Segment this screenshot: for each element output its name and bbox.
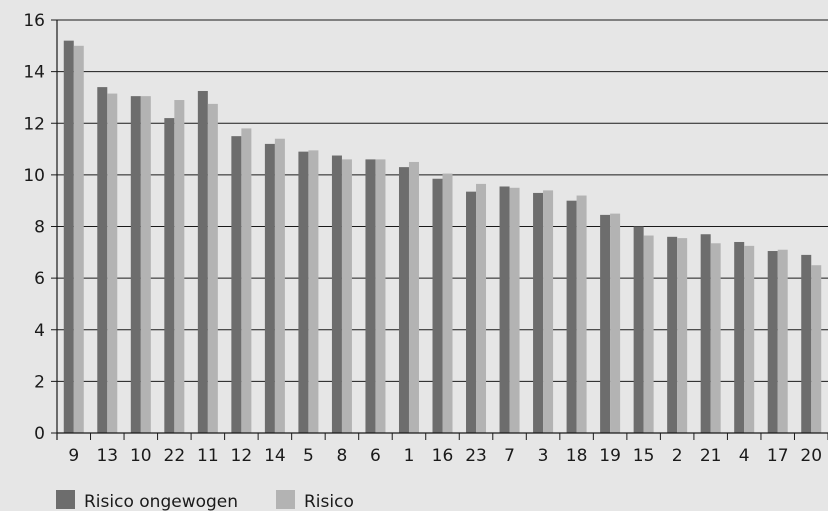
bar-risico-18 — [576, 195, 587, 433]
x-tick-label-7: 7 — [504, 446, 515, 466]
bar-risico-ongewogen-11 — [197, 90, 208, 433]
y-tick-label: 6 — [34, 269, 45, 289]
y-tick-label: 0 — [34, 424, 45, 444]
bar-risico-ongewogen-13 — [97, 87, 108, 434]
x-tick-label-13: 13 — [96, 446, 118, 466]
x-tick-label-8: 8 — [337, 446, 348, 466]
x-tick-label-1: 1 — [404, 446, 415, 466]
x-tick-label-12: 12 — [231, 446, 253, 466]
bar-risico-16 — [442, 173, 453, 433]
legend-swatch-risico — [276, 490, 295, 509]
bar-risico-ongewogen-10 — [130, 96, 141, 433]
bar-risico-20 — [811, 265, 822, 433]
y-tick-label: 8 — [34, 218, 45, 238]
x-tick-label-11: 11 — [197, 446, 219, 466]
bar-risico-10 — [140, 96, 151, 433]
bars — [63, 40, 822, 434]
y-tick-label: 12 — [23, 114, 45, 134]
bar-risico-ongewogen-17 — [767, 251, 778, 433]
bar-risico-ongewogen-16 — [432, 178, 443, 433]
bar-risico-ongewogen-6 — [365, 159, 376, 433]
bar-risico-12 — [241, 128, 252, 433]
bar-risico-22 — [174, 100, 185, 434]
bar-risico-17 — [777, 249, 788, 433]
x-tick-label-6: 6 — [370, 446, 381, 466]
tick-labels: 0 2 4 6 8 10 12 14 16 9 13 10 22 11 12 14 5 8 6 1 16 23 7 3 18 19… — [23, 11, 822, 466]
x-tick-label-14: 14 — [264, 446, 286, 466]
bar-risico-6 — [375, 159, 386, 433]
x-tick-label-10: 10 — [130, 446, 152, 466]
bar-risico-3 — [543, 190, 554, 433]
y-tick-label: 4 — [34, 321, 45, 341]
bar-risico-4 — [744, 245, 755, 433]
bar-risico-ongewogen-20 — [801, 254, 812, 433]
bar-risico-ongewogen-14 — [264, 143, 275, 433]
bar-risico-ongewogen-2 — [667, 236, 678, 433]
bar-risico-ongewogen-18 — [566, 200, 577, 433]
bar-risico-ongewogen-1 — [398, 167, 409, 433]
x-tick-label-2: 2 — [672, 446, 683, 466]
x-tick-label-18: 18 — [566, 446, 588, 466]
x-tick-label-23: 23 — [465, 446, 487, 466]
bar-risico-9 — [73, 45, 84, 433]
axes — [51, 19, 828, 440]
bar-risico-ongewogen-22 — [164, 118, 175, 434]
bar-risico-15 — [643, 235, 654, 433]
bar-risico-11 — [207, 103, 218, 433]
bar-risico-ongewogen-8 — [331, 155, 342, 433]
x-tick-label-9: 9 — [68, 446, 79, 466]
bar-risico-8 — [341, 159, 352, 433]
legend-label-risico: Risico — [304, 492, 354, 511]
bar-risico-ongewogen-21 — [700, 234, 711, 433]
x-tick-label-5: 5 — [303, 446, 314, 466]
bar-risico-ongewogen-9 — [63, 40, 74, 434]
x-tick-label-15: 15 — [633, 446, 655, 466]
legend-label-risico-ongewogen: Risico ongewogen — [84, 492, 238, 511]
x-tick-label-16: 16 — [432, 446, 454, 466]
x-tick-label-21: 21 — [700, 446, 722, 466]
bar-risico-23 — [476, 183, 487, 433]
y-tick-label: 2 — [34, 372, 45, 392]
bar-risico-5 — [308, 150, 319, 433]
bar-risico-ongewogen-19 — [600, 214, 611, 433]
bar-risico-13 — [107, 93, 118, 434]
x-tick-label-22: 22 — [164, 446, 186, 466]
bar-risico-ongewogen-23 — [466, 191, 477, 433]
bar-risico-ongewogen-3 — [533, 192, 544, 433]
bar-risico-1 — [408, 161, 419, 433]
legend: Risico ongewogen Risico — [56, 490, 354, 511]
bar-risico-21 — [710, 243, 721, 433]
x-tick-label-19: 19 — [599, 446, 621, 466]
legend-swatch-risico-ongewogen — [56, 490, 75, 509]
bar-risico-ongewogen-15 — [633, 226, 644, 433]
x-tick-label-3: 3 — [538, 446, 549, 466]
y-tick-label: 10 — [23, 166, 45, 186]
x-tick-label-17: 17 — [767, 446, 789, 466]
y-tick-label: 14 — [23, 63, 45, 83]
bar-risico-ongewogen-4 — [734, 241, 745, 433]
bar-risico-2 — [677, 238, 688, 433]
bar-risico-ongewogen-12 — [231, 136, 242, 433]
bar-risico-ongewogen-5 — [298, 151, 309, 434]
bar-risico-14 — [274, 138, 285, 434]
y-tick-label: 16 — [23, 11, 45, 31]
bar-risico-19 — [610, 213, 621, 433]
bar-risico-ongewogen-7 — [499, 186, 510, 433]
x-tick-label-4: 4 — [739, 446, 750, 466]
bar-risico-7 — [509, 187, 520, 433]
x-tick-label-20: 20 — [800, 446, 822, 466]
